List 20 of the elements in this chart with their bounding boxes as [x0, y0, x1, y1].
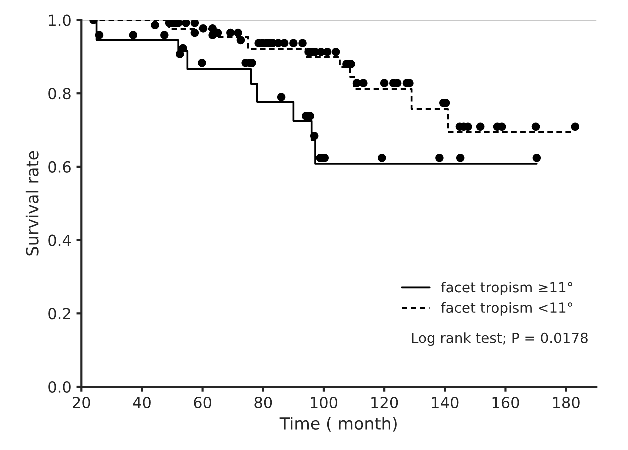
x-tick-label: 180: [553, 396, 580, 409]
x-axis-title: Time ( month): [280, 417, 397, 432]
x-tick-label: 140: [432, 396, 459, 409]
x-tick-label: 120: [372, 396, 398, 409]
y-tick-label: 0.0: [48, 381, 71, 394]
x-tick-label: 80: [254, 396, 272, 409]
legend-label: facet tropism ≥11°: [441, 282, 572, 296]
y-tick-label: 0.4: [48, 234, 72, 246]
x-tick-label: 100: [311, 396, 338, 409]
x-tick-label: 60: [194, 396, 212, 409]
y-axis-title: Survival rate: [26, 151, 39, 256]
y-tick-label: 0.8: [48, 88, 71, 100]
y-tick-label: 0.2: [48, 308, 70, 320]
annotation: Log rank test; P = 0.0178: [412, 332, 588, 346]
x-tick-label: 40: [133, 396, 151, 409]
y-tick-label: 0.6: [48, 161, 71, 173]
x-tick-label: 20: [73, 396, 90, 409]
legend-label: facet tropism <11°: [441, 302, 572, 316]
x-tick-label: 160: [492, 396, 520, 409]
y-tick-label: 1.0: [49, 14, 71, 26]
